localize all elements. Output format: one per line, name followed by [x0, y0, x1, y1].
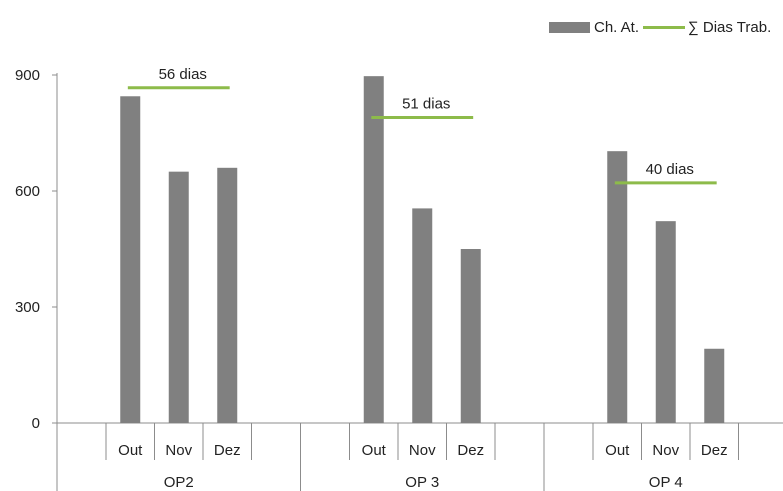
legend-item-bar: Ch. At.	[549, 19, 639, 36]
group-label: OP 3	[405, 474, 439, 491]
bar	[460, 249, 481, 423]
bar	[120, 96, 141, 424]
y-tick-label: 300	[15, 299, 40, 316]
legend: Ch. At. ∑ Dias Trab.	[549, 19, 771, 36]
y-tick-label: 600	[15, 183, 40, 200]
group-label: OP2	[164, 474, 194, 491]
bars	[120, 76, 725, 424]
sum-lines	[127, 86, 717, 185]
y-tick-label: 900	[15, 67, 40, 84]
group-label: OP 4	[649, 474, 683, 491]
legend-bar-label: Ch. At.	[594, 19, 640, 36]
legend-line-swatch	[643, 26, 686, 29]
y-tick-label: 0	[32, 415, 40, 432]
category-label: Dez	[214, 442, 241, 459]
bar	[217, 167, 238, 423]
sum-line-label: 51 dias	[402, 96, 450, 113]
bar	[363, 76, 384, 423]
bar	[655, 221, 676, 423]
labels: 0 300 600 900 Out Nov Dez OP2 56 dias Out Nov Dez OP…	[15, 66, 728, 491]
bar	[607, 151, 628, 423]
category-label: Dez	[457, 442, 484, 459]
category-label: Nov	[409, 442, 436, 459]
bar	[168, 171, 189, 423]
category-label: Out	[605, 442, 630, 459]
sum-line-label: 40 dias	[646, 161, 694, 178]
category-label: Out	[362, 442, 387, 459]
legend-item-line: ∑ Dias Trab.	[639, 19, 771, 36]
legend-bar-swatch	[549, 22, 590, 33]
legend-line-label: ∑ Dias Trab.	[688, 19, 772, 36]
category-label: Out	[118, 442, 143, 459]
bar	[412, 208, 433, 423]
category-label: Nov	[165, 442, 192, 459]
sum-line-label: 56 dias	[159, 66, 207, 83]
category-label: Dez	[701, 442, 728, 459]
bar	[704, 348, 725, 423]
category-label: Nov	[652, 442, 679, 459]
